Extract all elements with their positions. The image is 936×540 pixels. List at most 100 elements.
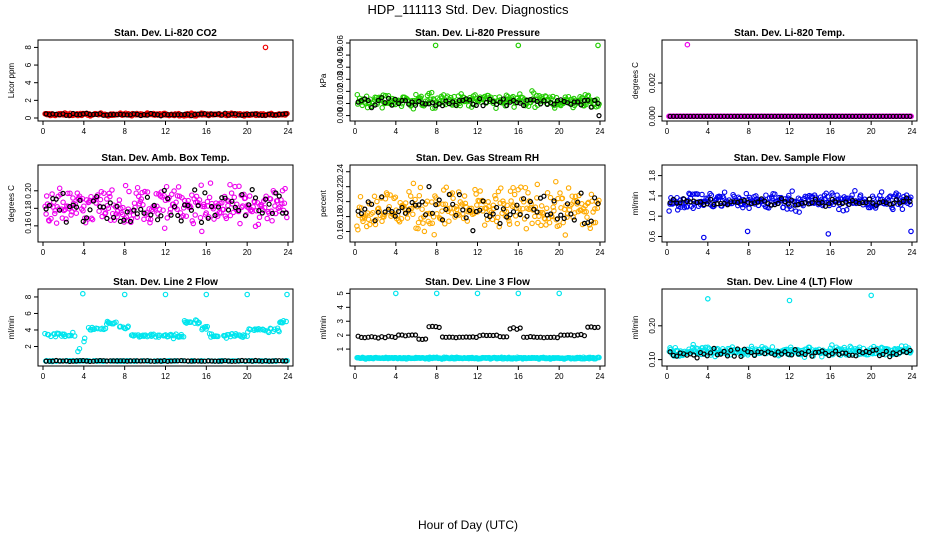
data-point [60, 332, 67, 338]
y-tick-label: 0.10 [648, 351, 657, 367]
black-point [406, 101, 412, 107]
x-tick-label: 4 [394, 372, 399, 381]
data-point [515, 186, 521, 193]
data-point [175, 184, 182, 190]
data-point [227, 212, 234, 219]
data-point [144, 189, 151, 195]
black-point [684, 113, 690, 119]
data-point [543, 205, 550, 212]
black-point [131, 207, 137, 213]
x-tick-label: 24 [284, 372, 293, 381]
black-point [473, 102, 479, 109]
black-point [775, 200, 781, 206]
data-point [517, 91, 523, 97]
data-point [206, 331, 213, 337]
black-point [463, 215, 469, 221]
data-point [836, 206, 842, 213]
data-point [226, 198, 232, 204]
black-point [402, 210, 408, 216]
black-point [127, 218, 134, 224]
panel-title: Stan. Dev. Li-820 Temp. [734, 28, 845, 39]
data-point [415, 219, 422, 226]
data-point [553, 94, 560, 101]
black-point [748, 113, 754, 119]
data-point [197, 214, 204, 221]
data-point [246, 193, 253, 199]
black-point [819, 348, 825, 354]
y-tick-label: 4 [336, 305, 345, 310]
black-point [121, 217, 127, 223]
data-point [899, 206, 906, 213]
black-point [165, 196, 171, 202]
data-point [125, 206, 132, 212]
x-tick-label: 8 [434, 372, 439, 381]
data-point [354, 223, 360, 229]
series-black [43, 357, 289, 364]
black-point [256, 208, 262, 214]
data-point [895, 192, 902, 198]
data-point [134, 214, 140, 220]
panel-4: Stan. Dev. Amb. Box Temp. 0 4 8 12 16 20 24 0.16… [7, 153, 294, 257]
black-point [731, 199, 737, 205]
data-point [382, 92, 389, 99]
black-point [514, 202, 520, 208]
data-point [276, 328, 282, 335]
y-tick-label: 2 [24, 98, 33, 103]
black-point [731, 353, 737, 359]
black-point [372, 102, 378, 108]
black-point [450, 201, 456, 207]
black-point [100, 204, 107, 210]
black-point [144, 194, 150, 200]
x-tick-label: 24 [596, 248, 605, 257]
panel-title: Stan. Dev. Gas Stream RH [416, 153, 539, 164]
black-point [90, 358, 97, 364]
series-black [355, 184, 601, 234]
data-point [52, 210, 58, 217]
black-point [205, 215, 211, 221]
y-tick-label: 0.6 [648, 230, 657, 242]
black-point [510, 209, 517, 215]
black-point [873, 113, 879, 119]
black-point [73, 204, 80, 210]
data-point [428, 89, 435, 96]
black-point [734, 346, 741, 352]
y-tick-label: 0.002 [648, 72, 657, 93]
plot-frame [661, 39, 918, 122]
black-point [707, 196, 714, 202]
x-tick-label: 20 [867, 127, 876, 136]
data-point [585, 92, 592, 99]
data-point [498, 185, 504, 191]
x-tick-label: 16 [826, 127, 835, 136]
x-tick-label: 8 [434, 248, 439, 257]
data-point [76, 345, 83, 352]
data-point [494, 214, 501, 221]
data-point [551, 208, 557, 214]
data-point [699, 191, 705, 198]
data-point [167, 206, 174, 212]
data-point [473, 191, 479, 197]
black-point [467, 207, 473, 213]
data-point [667, 346, 674, 353]
data-point [824, 193, 831, 200]
data-point [381, 211, 388, 218]
black-point [595, 100, 601, 107]
black-point [548, 334, 554, 340]
black-point [436, 324, 442, 330]
data-point [562, 232, 569, 238]
black-point [409, 99, 415, 105]
black-point [880, 113, 886, 119]
outlier-point [515, 290, 522, 297]
x-tick-label: 0 [41, 127, 46, 136]
black-point [588, 218, 594, 224]
data-point [63, 216, 69, 222]
data-point [446, 218, 452, 224]
black-point [426, 184, 432, 190]
black-point [561, 332, 567, 338]
data-point [284, 214, 290, 221]
x-tick-label: 4 [706, 248, 711, 257]
black-point [860, 200, 866, 206]
outlier-point [786, 297, 793, 304]
x-tick-label: 0 [353, 248, 358, 257]
black-point [826, 201, 832, 207]
black-point [785, 201, 791, 207]
